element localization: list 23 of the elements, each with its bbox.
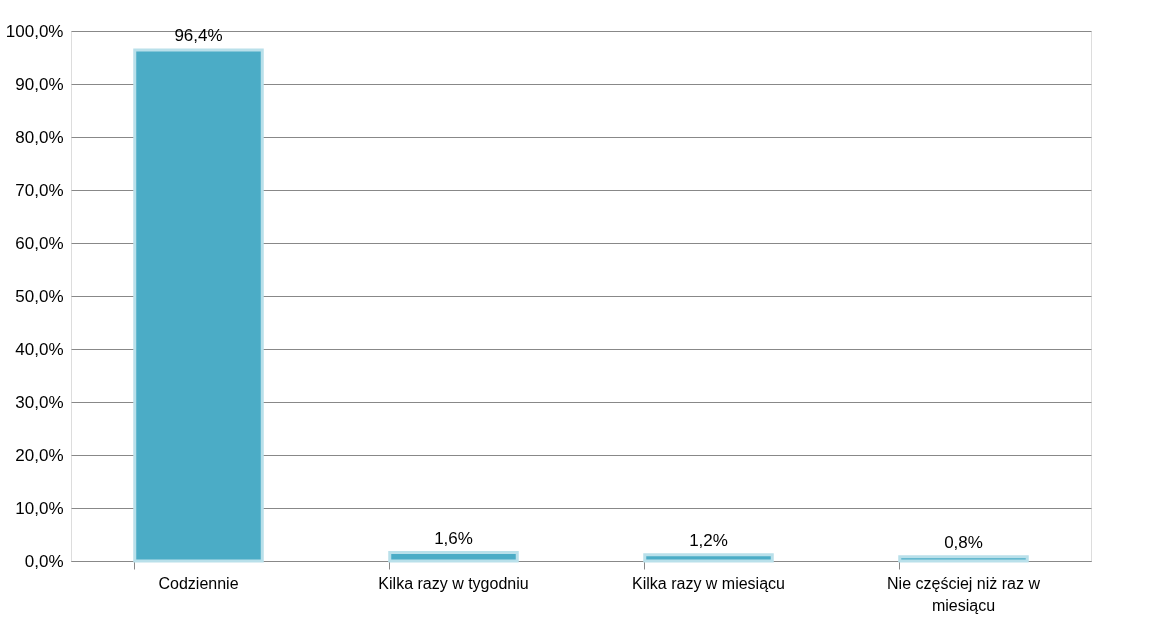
y-tick-label: 100,0% [5,21,64,41]
bar [643,553,774,563]
y-tick-label: 80,0% [15,127,64,147]
bar [898,555,1029,563]
x-tick-label: Nie częściej niż raz w miesiącu [887,574,1041,614]
y-tick-label: 20,0% [15,445,64,465]
data-label: 1,2% [689,530,728,550]
x-tick-label: Kilka razy w miesiącu [632,574,785,592]
x-tick-label: Codziennie [158,574,239,592]
y-tick-label: 90,0% [15,74,64,94]
data-label: 96,4% [174,26,223,46]
y-tick-label: 60,0% [15,233,64,253]
data-label: 1,6% [434,528,473,548]
y-tick-label: 70,0% [15,180,64,200]
y-tick-label: 0,0% [24,551,64,571]
y-tick-label: 10,0% [15,498,64,518]
y-tick-label: 50,0% [15,286,64,306]
bar [133,48,264,563]
data-label: 0,8% [944,532,983,552]
y-tick-label: 40,0% [15,339,64,359]
y-tick-label: 30,0% [15,392,64,412]
bar [388,551,519,563]
x-tick-label: Kilka razy w tygodniu [378,574,529,592]
